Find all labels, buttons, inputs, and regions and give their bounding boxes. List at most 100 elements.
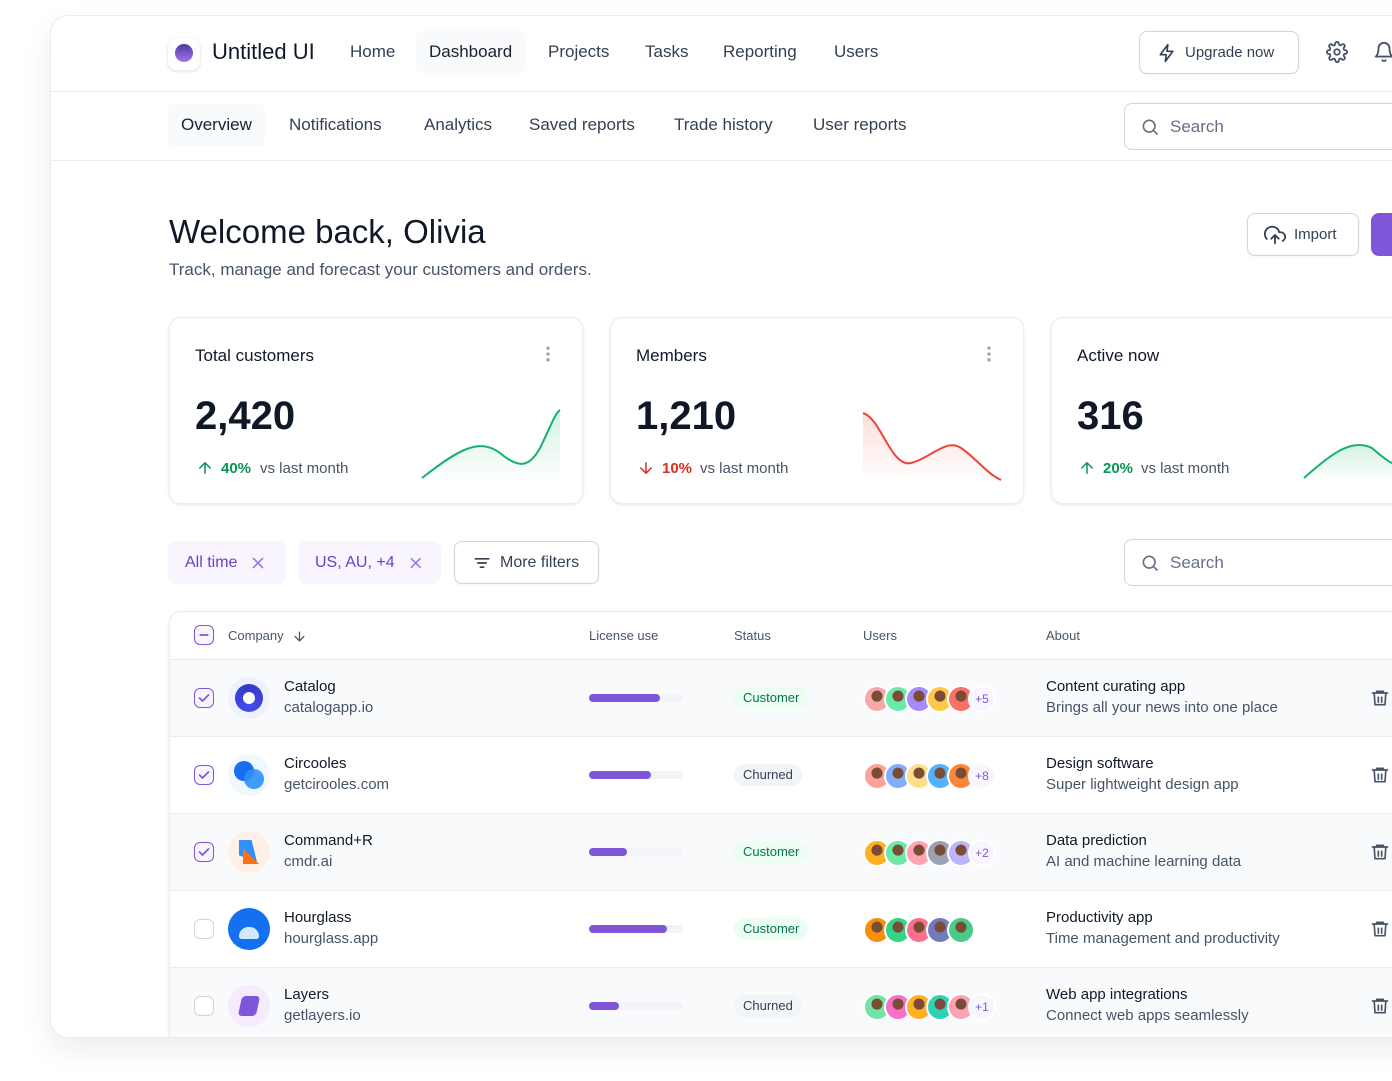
company-name: Layers <box>284 986 330 1003</box>
company-logo <box>228 908 270 950</box>
subnav-item[interactable]: Saved reports <box>529 115 635 134</box>
check-icon <box>198 694 210 702</box>
nav-item[interactable]: Projects <box>548 42 610 61</box>
app-window: Untitled UI Home Dashboard Projects Tasks Rep… <box>50 15 1392 1038</box>
delete-icon <box>1370 765 1390 790</box>
nav-item[interactable]: Dashboard <box>416 31 526 73</box>
status-badge: Customer <box>734 687 809 709</box>
license-track <box>589 1002 683 1010</box>
menu-icon-svg <box>987 346 991 362</box>
subnav-item[interactable]: Notifications <box>289 115 382 134</box>
sparkline-svg <box>421 409 561 483</box>
column-header: License use <box>589 628 659 643</box>
delete-icon <box>1370 842 1390 867</box>
company-name: Catalog <box>284 678 336 695</box>
users-extra: +2 <box>968 839 996 867</box>
stat-label: Total customers <box>195 346 315 365</box>
delete-icon-svg <box>1371 690 1389 706</box>
license-track <box>589 848 683 856</box>
row-checkbox[interactable] <box>194 765 214 785</box>
settings-icon <box>1326 41 1348 68</box>
filter-chip[interactable]: US, AU, +4 <box>298 541 441 584</box>
stat-value: 1,210 <box>636 394 737 438</box>
table-search[interactable]: Search <box>1124 539 1392 586</box>
subnav-item[interactable]: Overview <box>168 104 265 146</box>
license-track <box>589 694 683 702</box>
sort-icon <box>292 629 307 649</box>
stat-note: vs last month <box>700 460 789 477</box>
company-logo <box>228 831 270 873</box>
about-title: Content curating app <box>1046 678 1186 695</box>
about-title: Productivity app <box>1046 909 1153 926</box>
check-icon <box>198 848 210 856</box>
more-filters-label: More filters <box>500 553 580 571</box>
company-domain: hourglass.app <box>284 930 379 947</box>
sparkline-svg <box>862 412 1002 483</box>
status-badge: Churned <box>734 764 802 786</box>
company-logo <box>228 677 270 719</box>
upgrade-label: Upgrade now <box>1185 44 1275 61</box>
search-placeholder: Search <box>1170 552 1224 572</box>
sparkline-svg <box>1303 443 1392 483</box>
remove-icon[interactable] <box>407 554 424 572</box>
stat-value: 316 <box>1077 394 1144 438</box>
row-checkbox[interactable] <box>194 919 214 939</box>
column-header: Users <box>863 628 897 643</box>
logo <box>168 38 200 70</box>
subnav-item[interactable]: Trade history <box>674 115 773 134</box>
brand: Untitled UI <box>212 39 315 64</box>
company-domain: cmdr.ai <box>284 853 333 870</box>
search-icon <box>1142 555 1159 571</box>
welcome-title: Welcome back, Olivia <box>169 213 486 250</box>
about-title: Data prediction <box>1046 832 1147 849</box>
row-checkbox[interactable] <box>194 996 214 1016</box>
delete-icon-svg <box>1371 921 1389 937</box>
trend-arrow-svg <box>1081 462 1093 474</box>
status-badge: Customer <box>734 841 809 863</box>
add-button[interactable] <box>1371 213 1392 256</box>
header-divider <box>51 91 1392 92</box>
trend-arrow-svg <box>199 462 211 474</box>
nav-item[interactable]: Tasks <box>645 42 689 61</box>
more-filters-button[interactable]: More filters <box>454 541 599 584</box>
import-button[interactable]: Import <box>1247 213 1359 256</box>
nav-item[interactable]: Reporting <box>723 42 797 61</box>
header-search[interactable]: Search <box>1124 103 1392 150</box>
upgrade-button[interactable]: Upgrade now <box>1139 31 1299 74</box>
nav-item[interactable]: Users <box>834 42 879 61</box>
filter-chip[interactable]: All time <box>168 541 286 584</box>
users-extra: +5 <box>968 685 996 713</box>
row-divider <box>170 890 1392 891</box>
settings-icon-svg <box>1326 41 1348 63</box>
logo-shape <box>244 769 264 789</box>
company-domain: getcirooles.com <box>284 776 390 793</box>
table-frame <box>169 611 1392 1037</box>
about-title: Web app integrations <box>1046 986 1188 1003</box>
row-divider <box>170 736 1392 737</box>
about-detail: Time management and productivity <box>1046 930 1280 947</box>
bell-icon <box>1373 41 1392 68</box>
status-badge: Customer <box>734 918 809 940</box>
import-label: Import <box>1294 226 1337 243</box>
about-title: Design software <box>1046 755 1154 772</box>
subnav-item[interactable]: User reports <box>813 115 907 134</box>
sparkline <box>420 408 562 488</box>
column-header: Status <box>734 628 771 643</box>
select-all[interactable] <box>194 625 214 645</box>
filter-chip-label: All time <box>185 553 238 571</box>
row-checkbox[interactable] <box>194 688 214 708</box>
company-domain: catalogapp.io <box>284 699 374 716</box>
remove-icon[interactable] <box>249 554 267 572</box>
company-name: Command+R <box>284 832 373 849</box>
bolt-icon <box>1159 43 1174 62</box>
filter-icon <box>474 557 490 568</box>
column-header[interactable]: Company <box>228 628 284 643</box>
row-checkbox[interactable] <box>194 842 214 862</box>
stat-note: vs last month <box>260 460 349 477</box>
logo-shape <box>243 692 255 704</box>
sparkline <box>861 408 1003 488</box>
subnav-item[interactable]: Analytics <box>424 115 493 134</box>
nav-item[interactable]: Home <box>350 42 396 61</box>
